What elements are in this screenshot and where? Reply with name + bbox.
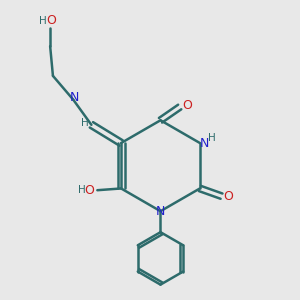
Text: O: O <box>85 184 94 197</box>
Text: O: O <box>46 14 56 28</box>
Text: N: N <box>156 205 165 218</box>
Text: H: H <box>39 16 47 26</box>
Text: N: N <box>70 91 79 104</box>
Text: O: O <box>224 190 233 203</box>
Text: H: H <box>80 118 88 128</box>
Text: O: O <box>182 99 192 112</box>
Text: H: H <box>208 133 216 143</box>
Text: N: N <box>200 136 209 149</box>
Text: H: H <box>78 185 86 195</box>
